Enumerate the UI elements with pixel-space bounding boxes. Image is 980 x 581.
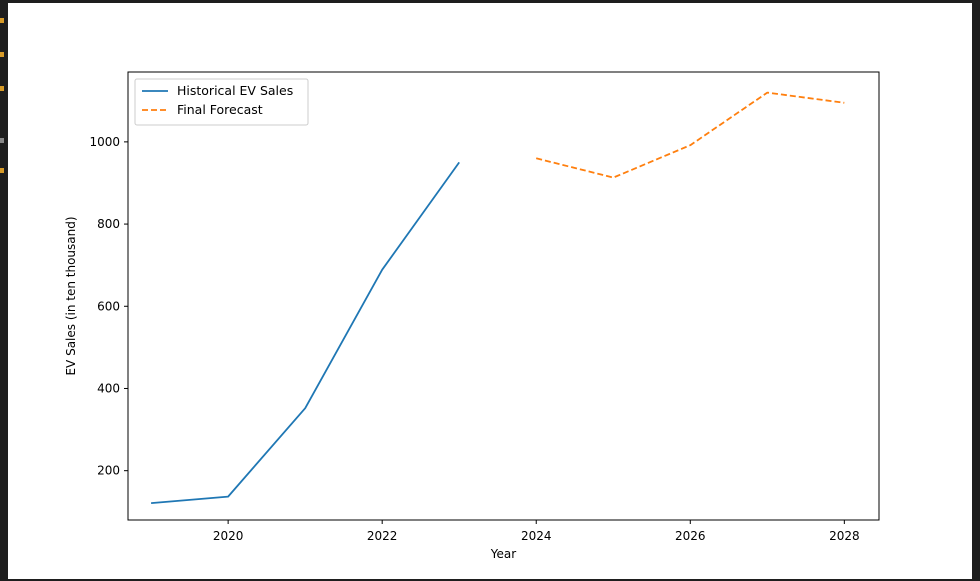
gutter-marker: [0, 138, 4, 143]
y-tick-label: 600: [97, 299, 120, 313]
y-axis-label: EV Sales (in ten thousand): [64, 216, 78, 375]
y-axis: 200 400 600 800 1000: [89, 135, 128, 478]
x-axis-label: Year: [490, 547, 516, 561]
historical-sales-line: [151, 161, 460, 504]
forecast-line: [535, 91, 845, 179]
x-tick-label: 2020: [213, 529, 244, 543]
plot-area: [127, 71, 880, 521]
y-tick-label: 200: [97, 464, 120, 478]
gutter-marker: [0, 86, 4, 91]
x-axis: 2020 2022 2024 2026 2028: [213, 520, 860, 543]
y-tick-label: 1000: [89, 135, 120, 149]
line-chart: 2020 2022 2024 2026 2028 200 400 600 800 1000 Ye…: [64, 71, 880, 561]
x-tick-label: 2028: [829, 529, 860, 543]
gutter-marker: [0, 52, 4, 57]
gutter-marker: [0, 168, 4, 173]
figure-output: 2020 2022 2024 2026 2028 200 400 600 800 1000 Ye…: [8, 3, 972, 579]
legend-forecast-label: Final Forecast: [177, 102, 263, 117]
x-tick-label: 2022: [367, 529, 398, 543]
x-tick-label: 2024: [521, 529, 552, 543]
y-tick-label: 400: [97, 381, 120, 395]
legend-historical-label: Historical EV Sales: [177, 83, 293, 98]
editor-gutter: [0, 0, 8, 581]
legend-box: [134, 78, 309, 126]
y-tick-label: 800: [97, 217, 120, 231]
series-layer: [151, 91, 845, 504]
x-tick-label: 2026: [675, 529, 706, 543]
gutter-marker: [0, 18, 4, 23]
legend: Historical EV Sales Final Forecast: [134, 78, 309, 126]
